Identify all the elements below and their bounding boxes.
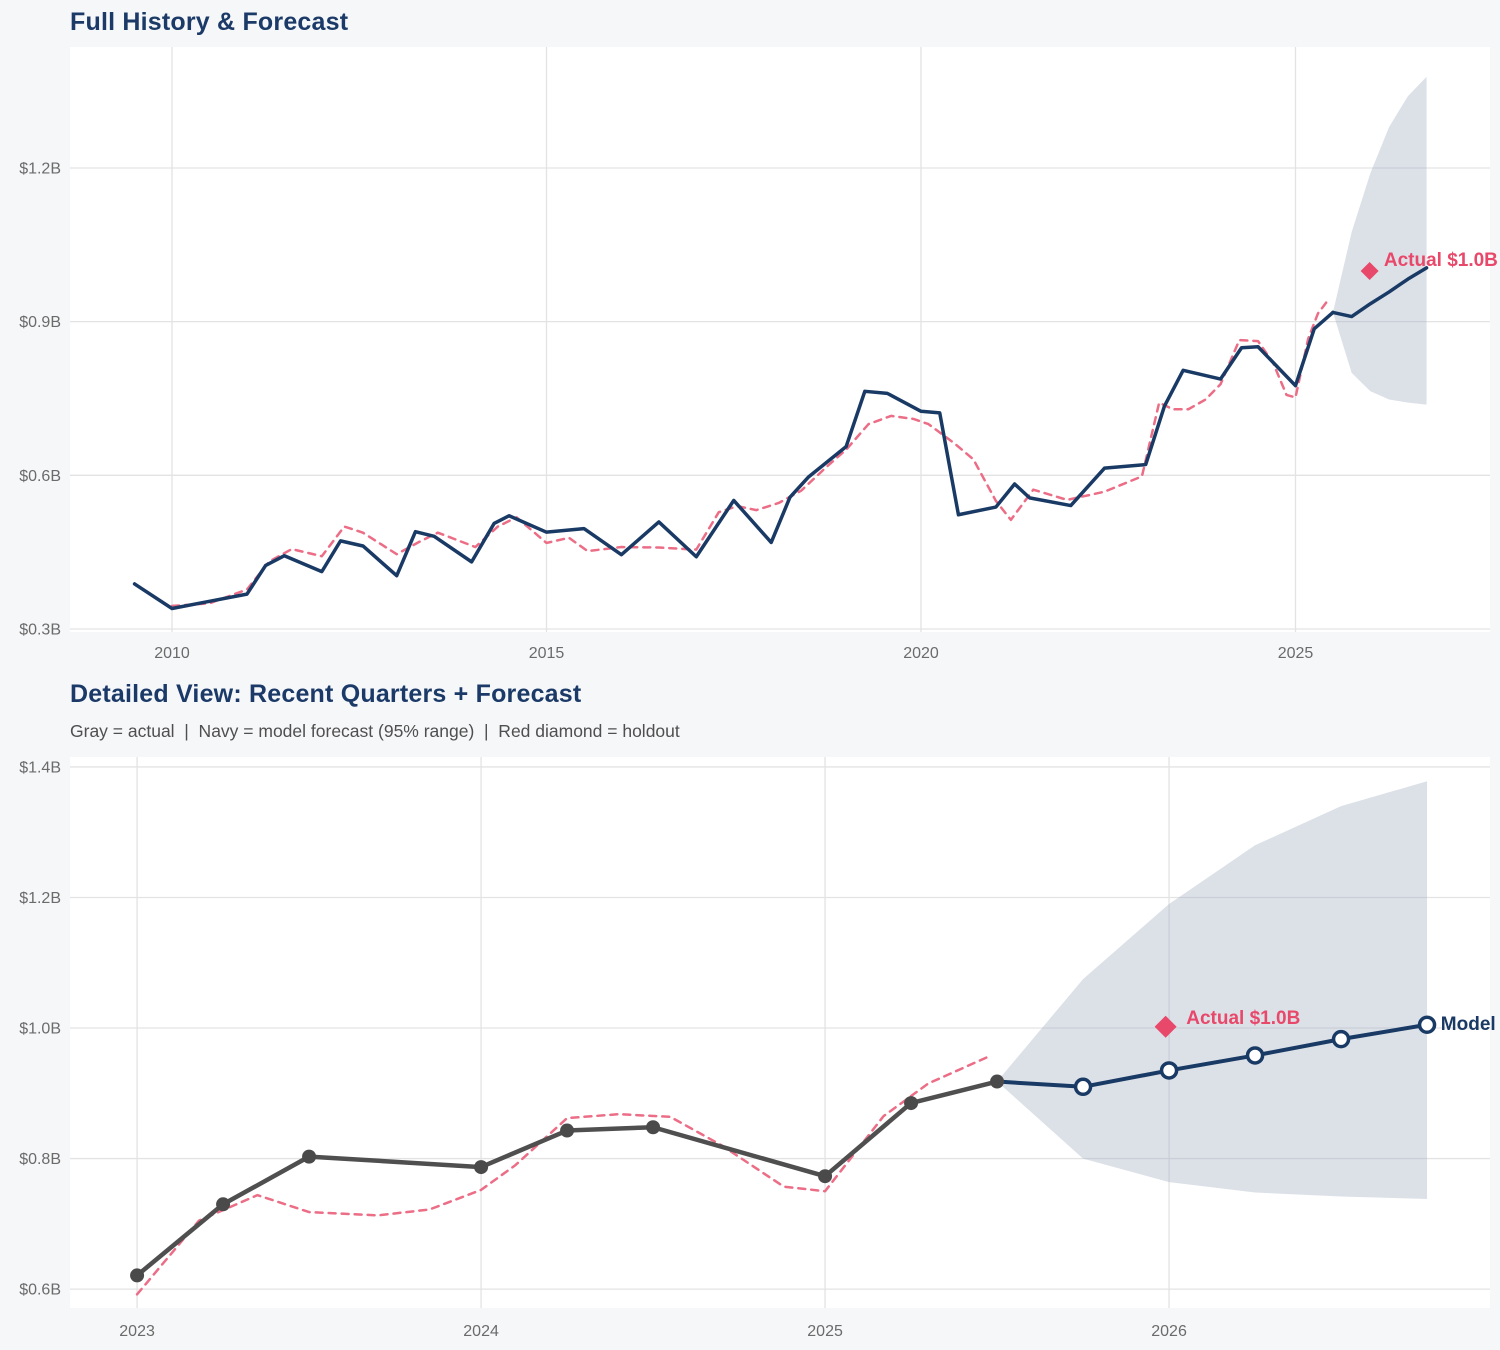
holdout-diamond-icon	[1360, 261, 1379, 280]
data-point-marker	[1159, 1061, 1179, 1080]
x-tick-label: 2010	[154, 645, 190, 662]
data-point-marker	[1245, 1046, 1265, 1065]
holdout-label: Actual $1.0B	[1384, 250, 1498, 271]
full-history-model-fit-line	[170, 297, 1331, 608]
y-tick-label: $0.6B	[19, 1282, 61, 1299]
y-tick-label: $1.4B	[19, 760, 61, 777]
full-history-actual-line	[132, 310, 1335, 611]
data-point-marker	[646, 1120, 661, 1135]
detailed-view-plot-area	[70, 757, 1490, 1308]
full-history-title: Full History & Forecast	[70, 8, 349, 36]
detailed-view-forecast-band	[997, 781, 1428, 1200]
data-point-marker	[474, 1160, 489, 1175]
detailed-view-legend-subtitle: Gray = actual | Navy = model forecast (9…	[70, 721, 680, 741]
x-tick-label: 2024	[463, 1323, 499, 1340]
x-tick-label: 2020	[903, 645, 939, 662]
y-tick-label: $0.9B	[19, 314, 61, 331]
x-tick-label: 2025	[807, 1323, 843, 1340]
detailed-view-title: Detailed View: Recent Quarters + Forecas…	[70, 680, 582, 708]
detailed-view-forecast-line-markers	[1073, 1015, 1437, 1097]
x-tick-label: 2023	[119, 1323, 155, 1340]
detailed-view-model-fit-line	[135, 1056, 988, 1296]
holdout-diamond-icon	[1154, 1015, 1177, 1038]
data-point-marker	[1073, 1077, 1093, 1097]
y-tick-label: $1.2B	[19, 161, 61, 178]
y-tick-label: $0.6B	[19, 468, 61, 485]
data-point-marker	[1331, 1029, 1351, 1049]
data-point-marker	[818, 1169, 833, 1184]
detailed-view-panel: 2023 2024 2025 2026 $0.6B $0.8B $1.0B $1.2B $1.4…	[19, 757, 1496, 1340]
data-point-marker	[216, 1197, 231, 1212]
data-point-marker	[302, 1149, 317, 1164]
detailed-view-forecast-line	[995, 1022, 1430, 1089]
data-point-marker	[130, 1268, 145, 1283]
holdout-label: Actual $1.0B	[1186, 1008, 1300, 1029]
full-history-forecast-band	[1332, 76, 1427, 405]
data-point-marker	[1417, 1015, 1437, 1035]
detailed-view-actual-line-markers	[130, 1074, 1005, 1283]
y-tick-label: $0.8B	[19, 1151, 61, 1168]
data-point-marker	[990, 1074, 1005, 1089]
y-tick-label: $0.3B	[19, 622, 61, 639]
y-tick-label: $1.2B	[19, 890, 61, 907]
full-history-forecast-line	[1331, 266, 1429, 319]
x-tick-label: 2025	[1278, 645, 1314, 662]
data-point-marker	[904, 1096, 919, 1111]
full-history-panel: 2010 2015 2020 2025 $0.3B $0.6B $0.9B $1.2B Actu…	[19, 47, 1498, 662]
data-point-marker	[560, 1123, 575, 1138]
model-label: Model	[1441, 1014, 1496, 1035]
x-tick-label: 2026	[1151, 1323, 1187, 1340]
full-history-plot-area	[70, 47, 1490, 632]
y-tick-label: $1.0B	[19, 1021, 61, 1038]
x-tick-label: 2015	[529, 645, 565, 662]
